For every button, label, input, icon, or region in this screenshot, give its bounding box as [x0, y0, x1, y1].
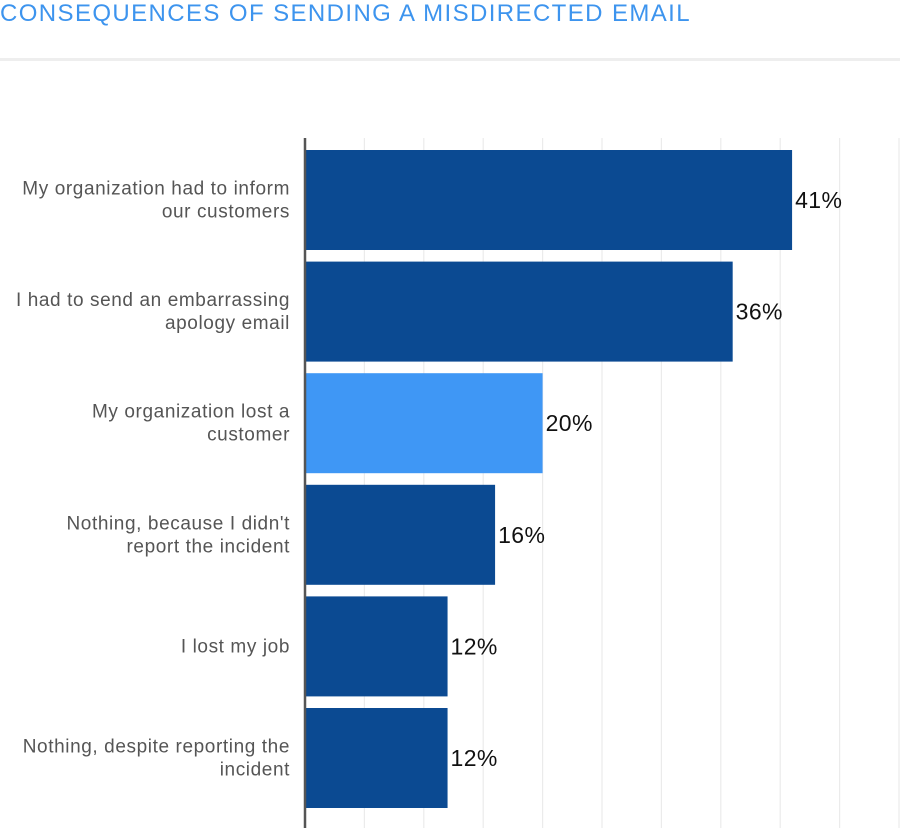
value-label: 36%: [736, 299, 783, 325]
title-divider: [0, 58, 900, 61]
category-label: customer: [207, 425, 290, 446]
category-label: Nothing, because I didn't: [66, 513, 290, 534]
category-label: My organization had to inform: [22, 179, 290, 200]
value-labels: 41% 36% 20% 16% 12% 12%: [451, 187, 842, 771]
category-label: incident: [220, 760, 290, 781]
value-label: 20%: [546, 410, 593, 436]
category-label: I had to send an embarrassing: [16, 290, 290, 311]
bar: [305, 596, 448, 697]
bar: [305, 484, 496, 585]
value-label: 16%: [498, 522, 545, 548]
value-label: 12%: [451, 745, 498, 771]
value-label: 12%: [451, 633, 498, 659]
category-label: our customers: [162, 202, 290, 223]
category-label: Nothing, despite reporting the: [23, 737, 290, 758]
bar: [305, 373, 543, 474]
bar: [305, 261, 733, 362]
category-label: I lost my job: [181, 636, 290, 657]
category-label: My organization lost a: [92, 402, 290, 423]
bar: [305, 708, 448, 808]
category-label: apology email: [165, 313, 290, 334]
bar: [305, 150, 793, 250]
value-label: 41%: [795, 187, 842, 213]
chart-title: CONSEQUENCES OF SENDING A MISDIRECTED EM…: [0, 0, 691, 27]
category-label: report the incident: [127, 536, 291, 557]
bars: [305, 150, 793, 808]
